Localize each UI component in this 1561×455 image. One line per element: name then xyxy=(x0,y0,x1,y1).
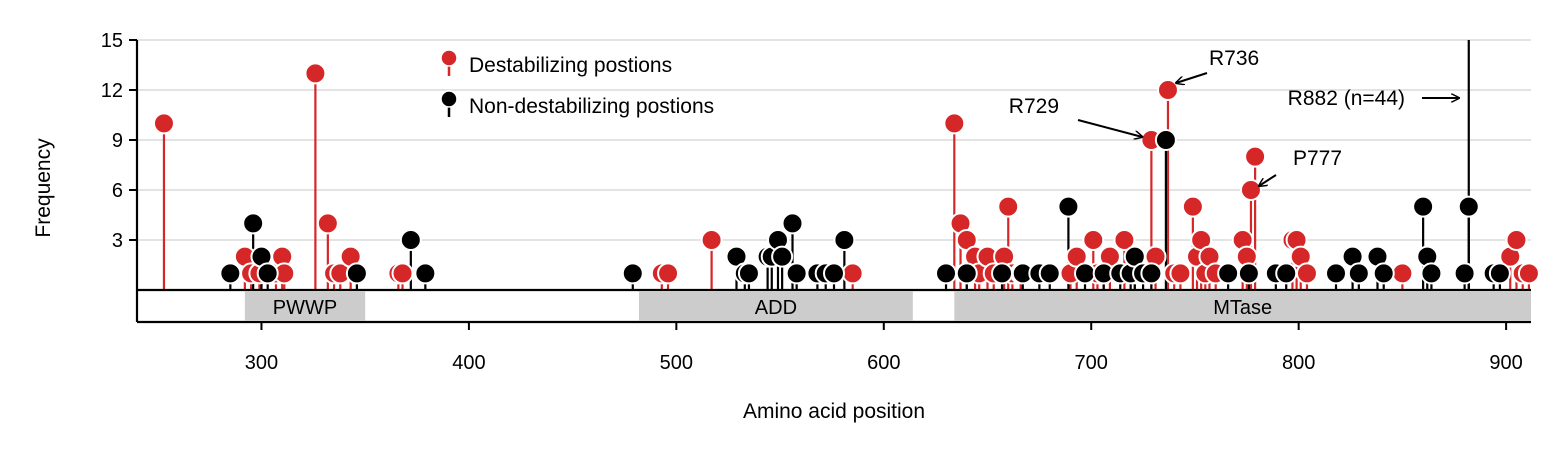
non_destabilizing-point xyxy=(1488,262,1511,285)
domain-label: MTase xyxy=(1213,297,1272,319)
lollipop-heads xyxy=(152,62,1540,285)
protein-domains: PWWP ADD MTase xyxy=(244,291,1531,321)
x-axis-title: Amino acid position xyxy=(743,400,925,423)
y-tick-label: 9 xyxy=(112,130,123,152)
legend-marker-head xyxy=(440,49,458,67)
y-tick-label: 12 xyxy=(101,80,123,102)
destabilizing-point xyxy=(1391,262,1414,285)
x-tick-label: 600 xyxy=(867,352,900,374)
non_destabilizing-point xyxy=(1074,262,1097,285)
non_destabilizing-point xyxy=(935,262,958,285)
domain-bar xyxy=(244,291,366,321)
x-tick-label: 700 xyxy=(1075,352,1108,374)
annotations: R736 R729 P777 R882 (n=44) xyxy=(1009,47,1459,186)
x-tick-label: 900 xyxy=(1489,352,1522,374)
x-tick-label: 800 xyxy=(1282,352,1315,374)
annotation-label: R882 (n=44) xyxy=(1288,87,1405,110)
non_destabilizing-point xyxy=(1347,262,1370,285)
annotation-label: P777 xyxy=(1293,147,1342,170)
y-axis-title: Frequency xyxy=(32,138,55,238)
destabilizing-point xyxy=(304,62,327,85)
domain-label: ADD xyxy=(755,297,797,319)
non_destabilizing-point xyxy=(1457,195,1480,218)
y-tick-label: 15 xyxy=(101,30,123,52)
destabilizing-point xyxy=(1239,179,1262,201)
non_destabilizing-point xyxy=(1217,262,1240,285)
destabilizing-point xyxy=(1181,195,1204,218)
non_destabilizing-point xyxy=(991,262,1014,285)
non_destabilizing-point xyxy=(414,262,437,285)
non_destabilizing-point xyxy=(1140,262,1163,285)
non_destabilizing-point xyxy=(399,229,422,251)
non_destabilizing-point xyxy=(781,212,804,235)
destabilizing-point xyxy=(1517,262,1540,285)
non_destabilizing-point xyxy=(833,229,856,251)
non_destabilizing-point xyxy=(1412,195,1435,218)
x-tick-label: 400 xyxy=(452,352,485,374)
non_destabilizing-point xyxy=(242,212,265,235)
non_destabilizing-point xyxy=(1372,262,1395,285)
legend-marker-head xyxy=(440,90,458,108)
annotation-label: R729 xyxy=(1009,95,1059,118)
destabilizing-point xyxy=(1156,79,1179,101)
non_destabilizing-point xyxy=(219,262,242,285)
non_destabilizing-point xyxy=(737,262,760,285)
destabilizing-point xyxy=(1505,229,1528,251)
annotation-label: R736 xyxy=(1209,47,1259,70)
destabilizing-point xyxy=(1244,145,1267,168)
destabilizing-point xyxy=(391,262,414,285)
axes: 3 6 9 12 15 300 400 500 600 700 800 900 xyxy=(101,30,1531,374)
destabilizing-point xyxy=(1169,262,1192,285)
destabilizing-point xyxy=(1082,229,1105,251)
non_destabilizing-point xyxy=(1237,262,1260,285)
non_destabilizing-point xyxy=(345,262,368,285)
non_destabilizing-point xyxy=(1325,262,1348,285)
annotation-arrow xyxy=(1176,72,1208,83)
non_destabilizing-point xyxy=(1038,262,1061,285)
legend-label: Non-destabilizing postions xyxy=(469,95,714,118)
non_destabilizing-point xyxy=(955,262,978,285)
non_destabilizing-point xyxy=(1275,262,1298,285)
domain-bar xyxy=(639,291,913,321)
non_destabilizing-point xyxy=(1057,195,1080,218)
destabilizing-point xyxy=(1295,262,1318,285)
destabilizing-point xyxy=(943,112,966,135)
non_destabilizing-point xyxy=(1420,262,1443,285)
destabilizing-point xyxy=(997,195,1020,218)
non_destabilizing-point xyxy=(621,262,644,285)
non_destabilizing-point xyxy=(1154,129,1177,151)
y-tick-label: 3 xyxy=(112,230,123,252)
x-tick-label: 500 xyxy=(660,352,693,374)
non_destabilizing-point xyxy=(256,262,279,285)
annotation-arrow xyxy=(1077,119,1142,137)
non_destabilizing-point xyxy=(1453,262,1476,285)
gridlines xyxy=(137,39,1531,241)
non_destabilizing-point xyxy=(823,262,845,285)
destabilizing-point xyxy=(657,262,680,285)
x-tick-label: 300 xyxy=(245,352,278,374)
destabilizing-point xyxy=(700,229,723,251)
legend-label: Destabilizing postions xyxy=(469,54,672,77)
y-tick-label: 6 xyxy=(112,180,123,202)
destabilizing-point xyxy=(152,112,175,135)
domain-bar xyxy=(954,291,1531,321)
non_destabilizing-point xyxy=(785,262,808,285)
destabilizing-point xyxy=(316,212,339,235)
destabilizing-point xyxy=(1113,229,1136,251)
annotation-arrow xyxy=(1259,174,1277,186)
non_destabilizing-point xyxy=(771,245,794,268)
destabilizing-point xyxy=(841,262,864,285)
legend: Destabilizing postions Non-destabilizing … xyxy=(440,49,714,118)
domain-label: PWWP xyxy=(273,297,337,319)
